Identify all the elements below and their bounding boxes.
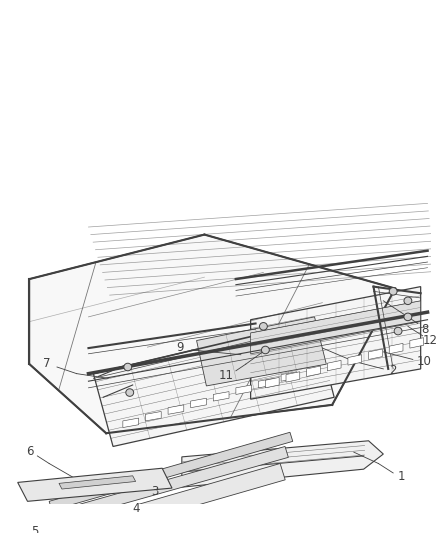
Polygon shape: [258, 378, 274, 388]
Polygon shape: [286, 372, 300, 382]
Polygon shape: [29, 235, 395, 433]
Text: 5: 5: [31, 525, 38, 533]
Text: 1: 1: [397, 470, 405, 483]
Circle shape: [389, 288, 397, 295]
Polygon shape: [59, 476, 136, 489]
Text: 6: 6: [26, 445, 33, 458]
Circle shape: [394, 327, 402, 335]
Polygon shape: [18, 468, 172, 502]
Polygon shape: [251, 287, 420, 399]
Polygon shape: [213, 392, 229, 401]
Text: 2: 2: [389, 364, 397, 377]
Text: 11: 11: [219, 369, 233, 382]
Polygon shape: [327, 360, 341, 371]
Text: 9: 9: [176, 341, 184, 354]
Circle shape: [126, 389, 134, 397]
Polygon shape: [281, 372, 297, 381]
Polygon shape: [265, 377, 279, 388]
Polygon shape: [307, 366, 321, 376]
Polygon shape: [123, 418, 138, 427]
Text: 12: 12: [423, 334, 438, 347]
Polygon shape: [18, 464, 285, 533]
Text: 7: 7: [43, 357, 51, 370]
Polygon shape: [29, 447, 288, 529]
Polygon shape: [369, 349, 382, 359]
Polygon shape: [93, 321, 334, 447]
Text: 10: 10: [417, 355, 432, 368]
Circle shape: [259, 322, 267, 330]
Polygon shape: [410, 338, 424, 348]
Polygon shape: [191, 398, 206, 408]
Polygon shape: [197, 317, 326, 386]
Circle shape: [261, 346, 269, 354]
Polygon shape: [168, 405, 184, 414]
Text: 8: 8: [421, 322, 428, 336]
Circle shape: [404, 313, 412, 321]
Polygon shape: [251, 301, 420, 354]
Polygon shape: [389, 343, 403, 354]
Polygon shape: [145, 411, 161, 421]
Text: 3: 3: [152, 486, 159, 498]
Polygon shape: [236, 385, 251, 394]
Polygon shape: [182, 441, 383, 487]
Circle shape: [404, 297, 412, 304]
Circle shape: [124, 363, 132, 371]
Polygon shape: [49, 432, 293, 511]
Text: 4: 4: [132, 503, 139, 515]
Polygon shape: [348, 355, 362, 365]
